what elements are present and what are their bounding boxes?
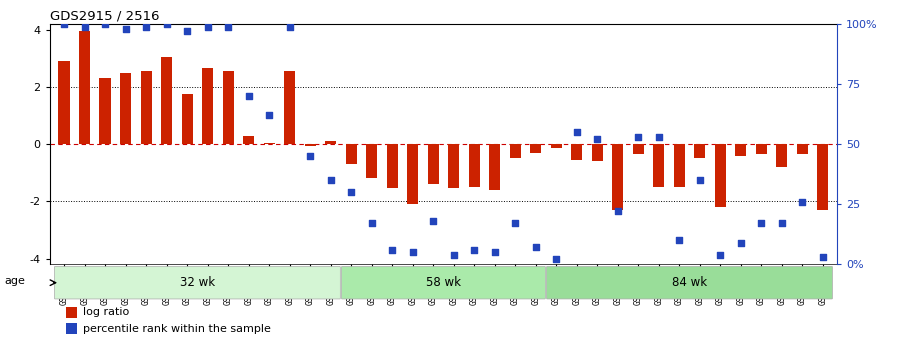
- Text: 58 wk: 58 wk: [426, 276, 461, 289]
- Bar: [735, 144, 747, 156]
- Point: [344, 189, 358, 195]
- Bar: [65, 307, 77, 318]
- Point: [221, 24, 235, 29]
- Bar: [448, 144, 460, 188]
- Bar: [653, 144, 664, 187]
- Point: [200, 24, 214, 29]
- Text: 32 wk: 32 wk: [180, 276, 215, 289]
- Point: [323, 177, 338, 183]
- Point: [426, 218, 441, 224]
- Point: [775, 221, 789, 226]
- Point: [713, 252, 728, 257]
- Bar: [263, 143, 275, 144]
- Bar: [120, 73, 131, 144]
- Point: [365, 221, 379, 226]
- Point: [57, 21, 71, 27]
- Bar: [592, 144, 603, 161]
- Text: age: age: [5, 276, 25, 286]
- Point: [78, 24, 92, 29]
- FancyBboxPatch shape: [547, 266, 833, 299]
- Bar: [571, 144, 582, 160]
- Bar: [776, 144, 787, 167]
- Bar: [100, 78, 110, 144]
- Point: [529, 245, 543, 250]
- Bar: [633, 144, 643, 154]
- Text: 84 wk: 84 wk: [672, 276, 707, 289]
- Point: [815, 254, 830, 260]
- Bar: [243, 136, 254, 144]
- Bar: [59, 61, 70, 144]
- Point: [692, 177, 707, 183]
- Point: [734, 240, 748, 245]
- Point: [303, 154, 318, 159]
- Text: GDS2915 / 2516: GDS2915 / 2516: [50, 10, 159, 23]
- Point: [611, 209, 625, 214]
- Bar: [140, 71, 152, 144]
- Point: [446, 252, 461, 257]
- Bar: [817, 144, 828, 210]
- Bar: [469, 144, 480, 187]
- Point: [569, 129, 584, 135]
- Point: [385, 247, 399, 253]
- Point: [282, 24, 297, 29]
- Point: [754, 221, 768, 226]
- Text: percentile rank within the sample: percentile rank within the sample: [83, 324, 271, 334]
- Point: [262, 112, 276, 118]
- Point: [159, 21, 174, 27]
- Bar: [161, 57, 172, 144]
- Bar: [673, 144, 685, 187]
- Point: [652, 134, 666, 140]
- Bar: [305, 144, 316, 146]
- Bar: [510, 144, 521, 158]
- Bar: [284, 71, 295, 144]
- Bar: [407, 144, 418, 204]
- Bar: [65, 323, 77, 334]
- Point: [242, 93, 256, 99]
- Bar: [715, 144, 726, 207]
- Text: log ratio: log ratio: [83, 307, 129, 317]
- Point: [98, 21, 112, 27]
- Point: [672, 237, 687, 243]
- Point: [549, 257, 564, 262]
- Bar: [427, 144, 439, 184]
- Bar: [756, 144, 767, 154]
- Bar: [202, 68, 214, 144]
- FancyBboxPatch shape: [341, 266, 546, 299]
- Point: [138, 24, 153, 29]
- Point: [467, 247, 481, 253]
- Bar: [223, 71, 233, 144]
- FancyBboxPatch shape: [54, 266, 340, 299]
- Bar: [489, 144, 500, 190]
- Bar: [79, 31, 91, 144]
- Bar: [182, 94, 193, 144]
- Bar: [612, 144, 624, 210]
- Bar: [530, 144, 541, 153]
- Point: [508, 221, 522, 226]
- Point: [405, 249, 420, 255]
- Bar: [346, 144, 357, 164]
- Point: [119, 26, 133, 32]
- Bar: [796, 144, 808, 154]
- Point: [795, 199, 809, 205]
- Point: [180, 29, 195, 34]
- Point: [488, 249, 502, 255]
- Bar: [694, 144, 705, 158]
- Point: [631, 134, 645, 140]
- Bar: [325, 141, 337, 144]
- Bar: [386, 144, 398, 188]
- Bar: [550, 144, 562, 148]
- Bar: [366, 144, 377, 178]
- Point: [590, 137, 605, 142]
